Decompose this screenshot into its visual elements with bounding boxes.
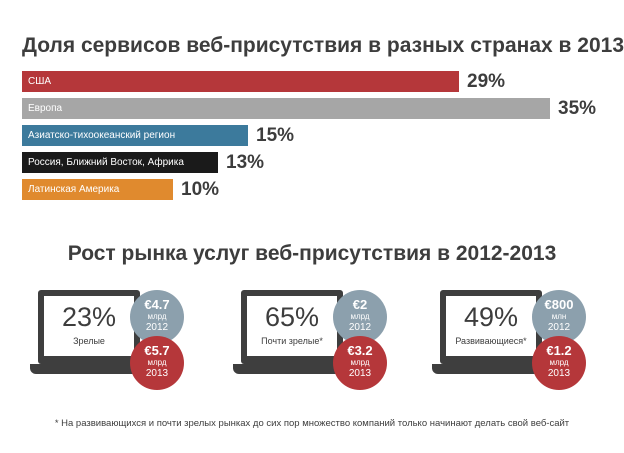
unit-2012: млн	[551, 312, 567, 321]
year-2013: 2013	[145, 368, 169, 379]
segment-almost-mature: 65% Почти зрелые* €2 млрд 2012 €3.2 млрд…	[233, 290, 403, 390]
value-2013-circle: €1.2 млрд 2013	[532, 336, 586, 390]
value-2012-circle: €4.7 млрд 2012	[130, 290, 184, 344]
laptop-icon: 49% Развивающиеся*	[432, 290, 567, 390]
amount-2013: €3.2	[347, 343, 373, 358]
segment-label: Развивающиеся*	[455, 336, 527, 346]
segment-developing: 49% Развивающиеся* €800 млн 2012 €1.2 мл…	[432, 290, 602, 390]
bar-1: Европа	[22, 98, 550, 119]
amount-2012: €4.7	[144, 297, 170, 312]
year-2013: 2013	[348, 368, 372, 379]
bar-3: Россия, Ближний Восток, Африка	[22, 152, 218, 173]
unit-2013: млрд	[350, 358, 370, 367]
bar-0: США	[22, 71, 459, 92]
laptop-icon: 23% Зрелые	[30, 290, 165, 390]
amount-2013: €1.2	[546, 343, 572, 358]
value-2013-circle: €5.7 млрд 2013	[130, 336, 184, 390]
bar-chart-title: Доля сервисов веб-присутствия в разных с…	[22, 34, 624, 57]
unit-2012: млрд	[147, 312, 167, 321]
bar-value-label-3: 13%	[226, 152, 265, 173]
unit-2012: млрд	[350, 312, 370, 321]
segment-percent: 65%	[264, 302, 320, 332]
value-2013-circle: €3.2 млрд 2013	[333, 336, 387, 390]
unit-2013: млрд	[147, 358, 167, 367]
segment-label: Зрелые	[73, 336, 105, 346]
bar-value-label-2: 15%	[256, 125, 295, 146]
value-2012-circle: €2 млрд 2012	[333, 290, 387, 344]
growth-title: Рост рынка услуг веб-присутствия в 2012-…	[67, 242, 557, 265]
segment-percent: 23%	[61, 302, 117, 332]
bar-value-label-4: 10%	[181, 179, 220, 200]
laptop-icon: 65% Почти зрелые*	[233, 290, 368, 390]
bar-2: Азиатско-тихоокеанский регион	[22, 125, 248, 146]
amount-2012: €800	[544, 297, 574, 312]
bar-value-label-1: 35%	[558, 98, 597, 119]
segment-percent: 49%	[463, 302, 519, 332]
bar-4: Латинская Америка	[22, 179, 173, 200]
amount-2012: €2	[352, 297, 368, 312]
amount-2013: €5.7	[144, 343, 170, 358]
segment-label: Почти зрелые*	[261, 336, 323, 346]
year-2013: 2013	[547, 368, 571, 379]
bar-value-label-0: 29%	[467, 71, 506, 92]
segment-mature: 23% Зрелые €4.7 млрд 2012 €5.7 млрд 2013	[30, 290, 200, 390]
year-2012: 2012	[348, 322, 372, 333]
unit-2013: млрд	[549, 358, 569, 367]
footnote: * На развивающихся и почти зрелых рынках…	[54, 418, 570, 429]
value-2012-circle: €800 млн 2012	[532, 290, 586, 344]
year-2012: 2012	[547, 322, 571, 333]
year-2012: 2012	[145, 322, 169, 333]
